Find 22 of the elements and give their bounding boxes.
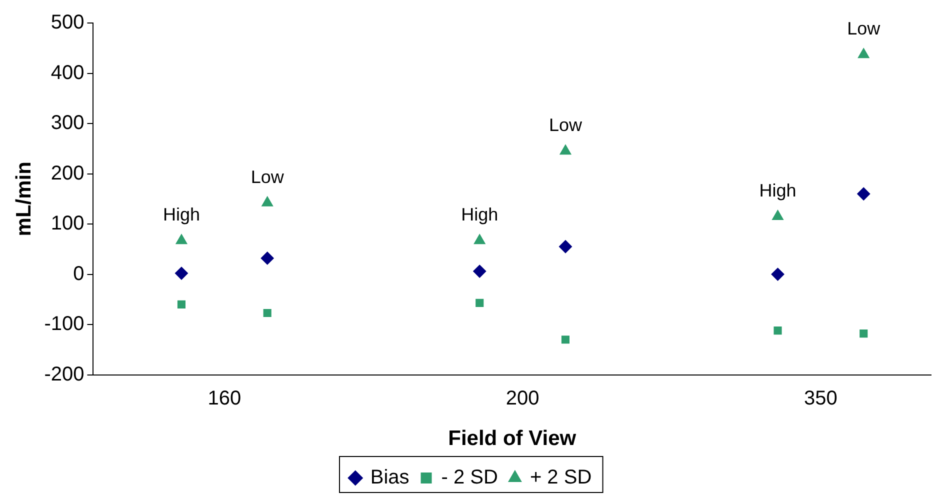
y-tick-label: 100 <box>50 212 84 235</box>
y-tick-label: -200 <box>44 363 84 386</box>
annotation: Low <box>548 115 583 136</box>
legend-label: Bias <box>370 466 410 489</box>
x-tick-label: 350 <box>804 387 838 410</box>
y-tick-label: 0 <box>73 262 84 285</box>
annotation: Low <box>250 166 285 187</box>
y-axis-title: mL/min <box>12 162 36 236</box>
y-tick-label: 400 <box>50 62 84 84</box>
legend-label: - 2 SD <box>441 466 498 489</box>
y-tick-label: 500 <box>50 12 84 34</box>
legend-label: + 2 SD <box>530 466 592 489</box>
annotation: High <box>162 204 200 225</box>
annotation: High <box>759 180 796 200</box>
y-tick-label: 300 <box>50 112 84 134</box>
annotation: High <box>461 204 498 225</box>
x-tick-label: 160 <box>208 387 242 410</box>
y-tick-label: 200 <box>50 162 84 184</box>
y-tick-label: -100 <box>44 313 84 336</box>
x-axis-title: Field of View <box>448 427 577 450</box>
annotation: Low <box>847 18 882 39</box>
x-tick-label: 200 <box>506 387 540 410</box>
